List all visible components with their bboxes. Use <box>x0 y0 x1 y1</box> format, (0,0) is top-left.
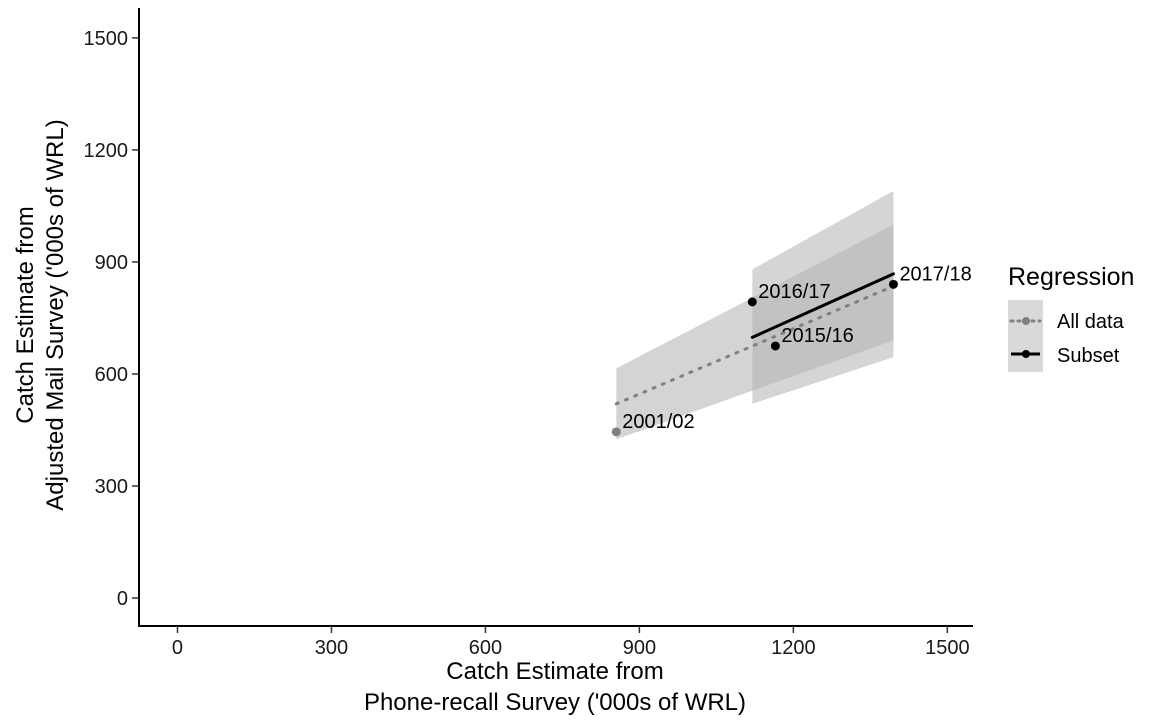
point-label-2001-02: 2001/02 <box>622 411 694 433</box>
y-tick-label-600: 600 <box>95 364 128 386</box>
point-2016-17 <box>747 297 757 307</box>
point-2017-18 <box>888 279 898 289</box>
legend-label-subset: Subset <box>1057 345 1120 367</box>
fit-line-subset <box>750 272 895 339</box>
y-axis-title-line-2: Adjusted Mail Survey ('000s of WRL) <box>42 119 69 510</box>
y-tick-label-0: 0 <box>117 588 128 610</box>
legend-key-background <box>1008 300 1043 372</box>
point-2001-02 <box>611 427 621 437</box>
x-axis-title-line-1: Catch Estimate from <box>446 658 663 685</box>
x-tick-label-600: 600 <box>469 637 502 659</box>
legend: Regression All data Subset <box>1008 263 1134 372</box>
y-tick-label-300: 300 <box>95 476 128 498</box>
plot-area: 2001/02 2015/16 2016/17 2017/18 <box>611 190 972 440</box>
x-tick-label-300: 300 <box>315 637 348 659</box>
y-tick-label-1500: 1500 <box>84 28 129 50</box>
legend-title: Regression <box>1008 263 1134 291</box>
x-tick-label-1200: 1200 <box>771 637 816 659</box>
y-tick-label-1200: 1200 <box>84 140 129 162</box>
point-2015-16 <box>770 341 780 351</box>
ticks: 0 300 600 900 1200 1500 0 300 600 900 1200 1500 <box>84 28 970 659</box>
legend-key-subset-marker <box>1022 350 1030 358</box>
ribbon-subset <box>752 190 894 404</box>
point-label-2016-17: 2016/17 <box>758 281 830 303</box>
x-tick-label-900: 900 <box>623 637 656 659</box>
axes <box>138 8 973 627</box>
y-axis-title-line-1: Catch Estimate from <box>12 206 39 423</box>
legend-key-all-data-marker <box>1022 317 1030 325</box>
x-tick-label-0: 0 <box>172 637 183 659</box>
x-axis-title-line-2: Phone-recall Survey ('000s of WRL) <box>364 689 746 716</box>
point-label-2017-18: 2017/18 <box>899 263 971 285</box>
x-tick-label-1500: 1500 <box>925 637 970 659</box>
y-tick-label-900: 900 <box>95 252 128 274</box>
legend-label-all-data: All data <box>1057 311 1125 333</box>
point-label-2015-16: 2015/16 <box>781 325 853 347</box>
fit-line-all-data <box>614 284 895 406</box>
